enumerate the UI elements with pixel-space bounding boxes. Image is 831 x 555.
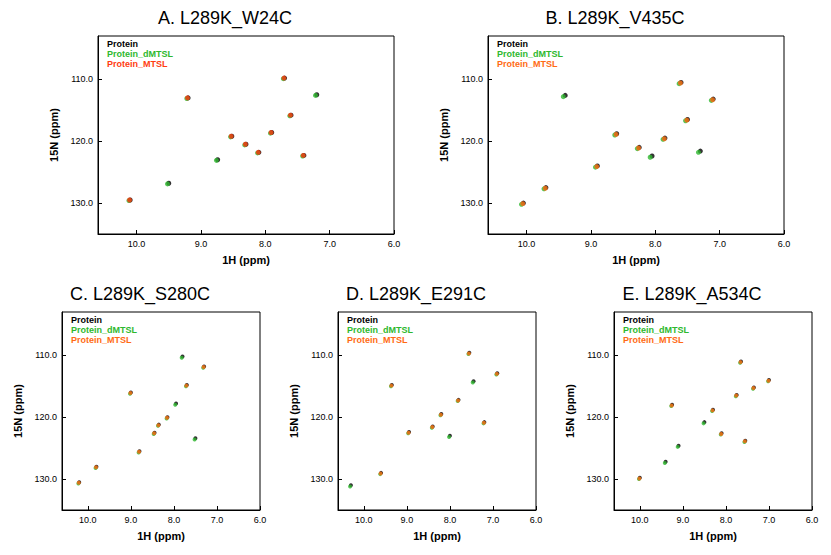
svg-text:10.0: 10.0 [79, 515, 97, 525]
svg-text:7.0: 7.0 [713, 239, 726, 249]
svg-text:7.0: 7.0 [211, 515, 224, 525]
svg-text:10.0: 10.0 [355, 515, 373, 525]
svg-text:10.0: 10.0 [518, 239, 536, 249]
svg-text:8.0: 8.0 [649, 239, 662, 249]
svg-text:110.0: 110.0 [35, 350, 57, 360]
svg-text:130.0: 130.0 [70, 198, 93, 208]
svg-text:8.0: 8.0 [168, 515, 181, 525]
svg-text:Protein_dMTSL: Protein_dMTSL [71, 325, 138, 335]
svg-text:110.0: 110.0 [461, 74, 483, 84]
svg-text:Protein: Protein [107, 39, 138, 49]
svg-text:E. L289K_A534C: E. L289K_A534C [622, 284, 761, 305]
svg-text:C. L289K_S280C: C. L289K_S280C [70, 284, 210, 305]
svg-text:D. L289K_E291C: D. L289K_E291C [346, 284, 486, 305]
svg-text:6.0: 6.0 [806, 515, 819, 525]
svg-text:120.0: 120.0 [586, 412, 609, 422]
svg-text:15N (ppm): 15N (ppm) [288, 384, 300, 438]
svg-text:Protein_dMTSL: Protein_dMTSL [497, 49, 564, 59]
svg-text:Protein: Protein [497, 39, 528, 49]
svg-text:7.0: 7.0 [323, 239, 336, 249]
svg-text:1H (ppm): 1H (ppm) [612, 254, 660, 266]
svg-text:Protein: Protein [71, 315, 102, 325]
svg-text:7.0: 7.0 [763, 515, 776, 525]
svg-text:1H (ppm): 1H (ppm) [222, 254, 270, 266]
svg-text:6.0: 6.0 [778, 239, 791, 249]
svg-text:6.0: 6.0 [530, 515, 543, 525]
svg-text:8.0: 8.0 [720, 515, 733, 525]
svg-text:7.0: 7.0 [487, 515, 500, 525]
svg-text:1H (ppm): 1H (ppm) [137, 530, 185, 542]
svg-text:120.0: 120.0 [460, 136, 483, 146]
svg-text:15N (ppm): 15N (ppm) [438, 108, 450, 162]
svg-text:8.0: 8.0 [259, 239, 272, 249]
svg-text:15N (ppm): 15N (ppm) [48, 108, 60, 162]
svg-text:10.0: 10.0 [128, 239, 146, 249]
svg-text:130.0: 130.0 [310, 474, 333, 484]
svg-text:110.0: 110.0 [587, 350, 609, 360]
svg-text:Protein_dMTSL: Protein_dMTSL [107, 49, 174, 59]
svg-text:9.0: 9.0 [677, 515, 690, 525]
svg-text:120.0: 120.0 [70, 136, 93, 146]
svg-text:Protein_MTSL: Protein_MTSL [347, 335, 408, 345]
svg-text:15N (ppm): 15N (ppm) [12, 384, 24, 438]
svg-text:6.0: 6.0 [254, 515, 267, 525]
svg-text:Protein_dMTSL: Protein_dMTSL [623, 325, 690, 335]
svg-text:120.0: 120.0 [34, 412, 57, 422]
svg-text:Protein: Protein [623, 315, 654, 325]
svg-text:130.0: 130.0 [586, 474, 609, 484]
svg-text:6.0: 6.0 [388, 239, 401, 249]
svg-text:Protein: Protein [347, 315, 378, 325]
svg-text:Protein_MTSL: Protein_MTSL [623, 335, 684, 345]
svg-text:1H (ppm): 1H (ppm) [689, 530, 737, 542]
svg-text:9.0: 9.0 [401, 515, 414, 525]
svg-text:110.0: 110.0 [311, 350, 333, 360]
svg-text:110.0: 110.0 [71, 74, 93, 84]
svg-text:9.0: 9.0 [125, 515, 138, 525]
svg-text:130.0: 130.0 [460, 198, 483, 208]
svg-text:9.0: 9.0 [585, 239, 598, 249]
svg-text:8.0: 8.0 [444, 515, 457, 525]
svg-text:Protein_dMTSL: Protein_dMTSL [347, 325, 414, 335]
svg-text:Protein_MTSL: Protein_MTSL [497, 59, 558, 69]
svg-text:B. L289K_V435C: B. L289K_V435C [545, 8, 684, 29]
svg-text:10.0: 10.0 [631, 515, 649, 525]
svg-text:130.0: 130.0 [34, 474, 57, 484]
svg-text:1H (ppm): 1H (ppm) [413, 530, 461, 542]
svg-text:120.0: 120.0 [310, 412, 333, 422]
svg-text:A. L289K_W24C: A. L289K_W24C [158, 8, 292, 29]
svg-text:9.0: 9.0 [195, 239, 208, 249]
svg-text:15N (ppm): 15N (ppm) [564, 384, 576, 438]
svg-text:Protein_MTSL: Protein_MTSL [107, 59, 168, 69]
svg-text:Protein_MTSL: Protein_MTSL [71, 335, 132, 345]
